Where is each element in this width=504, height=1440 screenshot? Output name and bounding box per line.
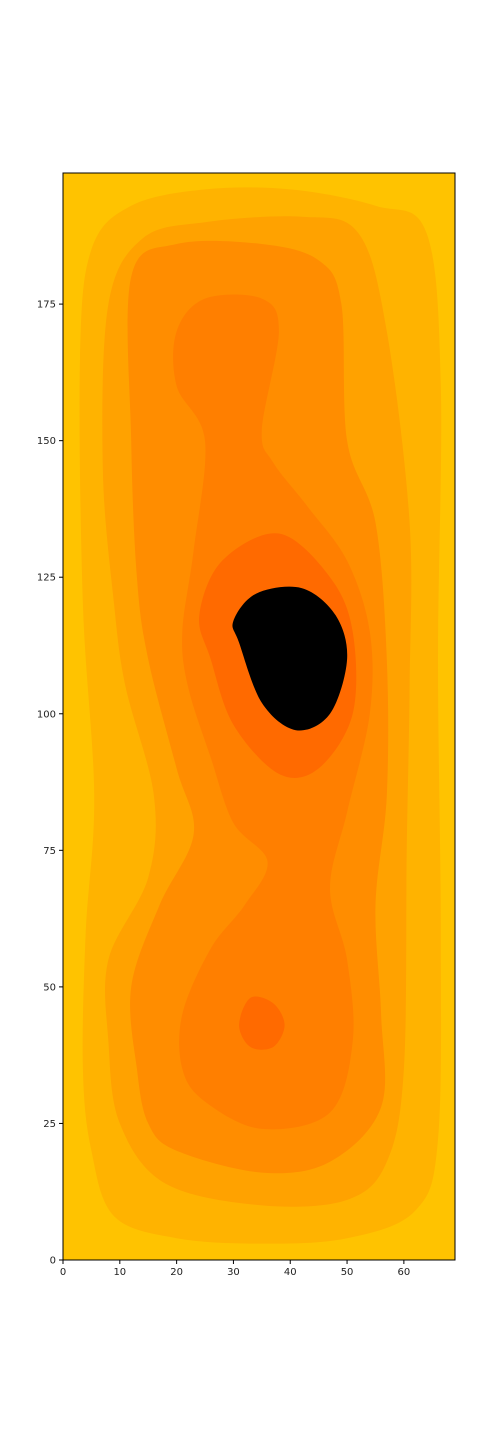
y-tick-label: 125 <box>37 573 56 584</box>
contour-level-5-region-5 <box>239 996 285 1050</box>
y-tick-label: 25 <box>43 1119 56 1130</box>
x-tick-label: 10 <box>113 1267 126 1278</box>
contour-level-6-region-6 <box>232 586 348 731</box>
y-tick-label: 150 <box>37 436 56 447</box>
x-tick-label: 0 <box>60 1267 66 1278</box>
x-tick-label: 60 <box>398 1267 411 1278</box>
y-tick-label: 75 <box>43 846 56 857</box>
y-tick-label: 50 <box>43 982 56 993</box>
y-tick-label: 0 <box>50 1256 56 1267</box>
axis-ticks: 0 10 20 30 40 50 60 0 25 50 75 100 125 150 175 <box>37 300 410 1278</box>
x-tick-label: 40 <box>284 1267 297 1278</box>
plot-frame <box>62 172 456 1261</box>
contour-fill <box>63 173 455 1260</box>
y-tick-label: 175 <box>37 300 56 311</box>
x-tick-label: 30 <box>227 1267 240 1278</box>
y-tick-label: 100 <box>37 709 56 720</box>
x-tick-label: 20 <box>170 1267 183 1278</box>
x-tick-label: 50 <box>341 1267 354 1278</box>
